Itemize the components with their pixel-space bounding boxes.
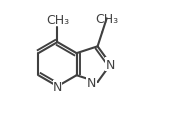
Text: CH₃: CH₃ <box>46 14 69 27</box>
Text: N: N <box>53 80 62 93</box>
Text: CH₃: CH₃ <box>95 13 118 26</box>
Text: N: N <box>87 76 96 89</box>
Text: N: N <box>106 58 115 71</box>
